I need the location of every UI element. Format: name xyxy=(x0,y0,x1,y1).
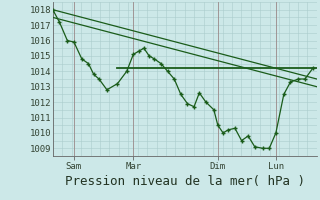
X-axis label: Pression niveau de la mer( hPa ): Pression niveau de la mer( hPa ) xyxy=(65,175,305,188)
